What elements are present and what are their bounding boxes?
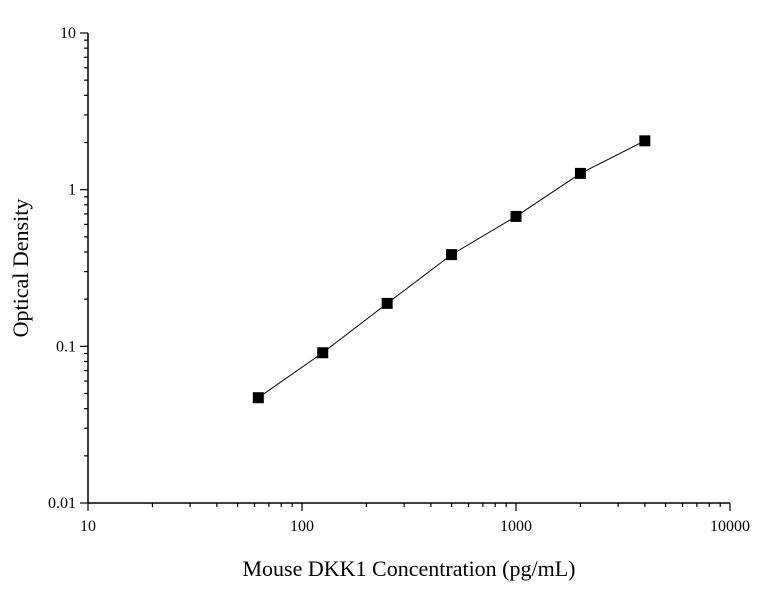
data-point [252,392,264,404]
data-point [639,135,651,147]
data-point [574,167,586,179]
x-tick-label: 1000 [500,518,532,535]
data-point [317,347,329,359]
data-point [446,249,458,261]
data-point [381,297,393,309]
axes [87,33,730,504]
y-tick-label: 0.01 [48,495,76,512]
data-point [510,210,522,222]
x-axis-title: Mouse DKK1 Concentration (pg/mL) [243,556,576,581]
x-tick-label: 10000 [710,518,750,535]
tick-labels: 10 100 1000 10000 0.01 0.1 1 10 [48,25,750,535]
ticks [80,32,731,511]
y-tick-label: 0.1 [56,338,76,355]
x-tick-label: 10 [80,518,96,535]
series-line [258,140,646,399]
x-tick-label: 100 [290,518,314,535]
y-axis-title: Optical Density [8,199,33,338]
y-tick-label: 1 [68,182,76,199]
series [252,135,651,404]
y-tick-label: 10 [60,25,76,42]
